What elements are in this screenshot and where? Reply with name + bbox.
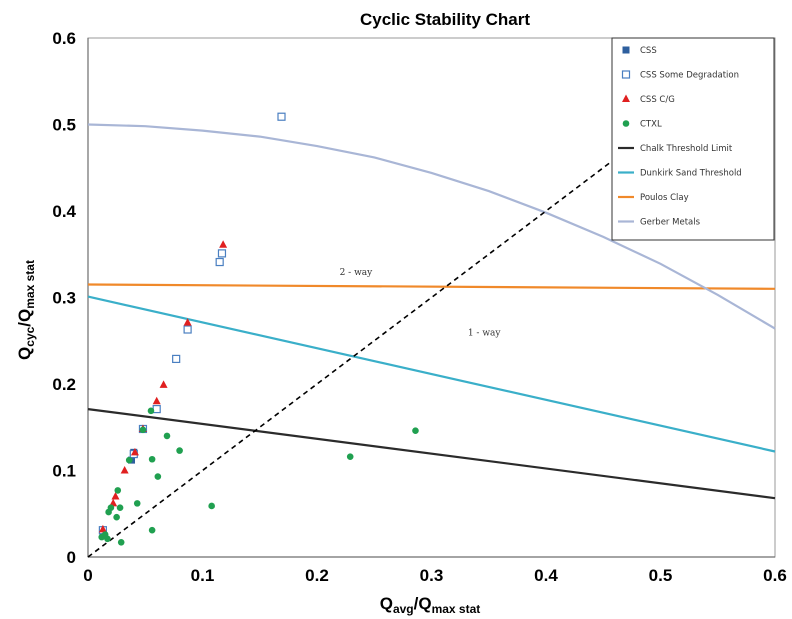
point-ctxl — [163, 432, 171, 440]
y-tick-label: 0.3 — [52, 289, 76, 308]
point-css-c-g — [183, 318, 192, 326]
y-tick-label: 0.5 — [52, 116, 76, 135]
y-axis-label: Qcyc/Qmax stat — [15, 260, 37, 360]
x-axis-label-sub1: avg — [393, 602, 414, 616]
point-ctxl — [133, 500, 141, 507]
legend-label: CSS — [640, 46, 657, 56]
legend-label: CSS Some Degradation — [640, 71, 739, 81]
legend-swatch — [622, 94, 630, 102]
point-css-c-g — [120, 466, 129, 474]
x-tick-label: 0.4 — [534, 566, 558, 585]
legend-item-chalk-threshold-limit: Chalk Threshold Limit — [618, 144, 733, 154]
x-tick-label: 0.2 — [305, 566, 329, 585]
point-ctxl — [412, 427, 419, 435]
legend-item-css: CSS — [622, 46, 657, 56]
x-axis: 0 0.1 0.2 0.3 0.4 0.5 0.6 — [83, 556, 787, 585]
series-css-some-degradation — [98, 112, 286, 535]
x-tick-label: 0.6 — [763, 566, 787, 585]
x-tick-label: 0.5 — [649, 566, 673, 585]
chart-title: Cyclic Stability Chart — [360, 10, 530, 29]
point-css-c-g — [98, 524, 107, 533]
line-dunkirk-sand-threshold — [87, 295, 776, 453]
y-axis-label-sub1: cyc — [23, 326, 37, 346]
legend-item-ctxl: CTXL — [622, 120, 662, 130]
point-ctxl — [176, 447, 183, 454]
legend-item-css-some-degradation: CSS Some Degradation — [621, 70, 739, 81]
legend-label: CSS C/G — [640, 95, 675, 105]
point-ctxl — [346, 453, 354, 460]
line-gerber-metals — [87, 123, 776, 330]
point-css-some-degradation — [215, 257, 224, 267]
point-css-some-degradation — [172, 354, 181, 364]
annotation-2-way: 2 - way — [340, 268, 374, 278]
point-ctxl — [117, 538, 125, 546]
point-css-c-g — [152, 396, 161, 405]
x-axis-label-sub2: max stat — [432, 602, 481, 616]
y-axis: 0 0.1 0.2 0.3 0.4 0.5 0.6 — [52, 29, 89, 567]
legend-item-poulos-clay: Poulos Clay — [618, 193, 689, 203]
point-css-c-g — [130, 447, 139, 456]
legend-item-gerber-metals: Gerber Metals — [618, 218, 701, 228]
point-ctxl — [208, 502, 215, 510]
x-tick-label: 0.1 — [191, 566, 215, 585]
y-tick-label: 0 — [67, 548, 76, 567]
annotation-1-way: 1 - way — [468, 329, 502, 339]
reference-line-group — [87, 161, 612, 558]
legend-swatch — [622, 120, 630, 127]
point-css-some-degradation — [152, 404, 161, 414]
legend-item-css-c-g: CSS C/G — [622, 94, 675, 105]
data-points — [98, 112, 419, 546]
legend-label: Poulos Clay — [640, 193, 689, 203]
point-ctxl — [116, 504, 124, 511]
series-ctxl — [98, 407, 419, 546]
x-axis-label-sep: /Q — [414, 594, 432, 613]
y-axis-label-sep: /Q — [15, 309, 34, 327]
point-css-c-g — [219, 240, 228, 248]
point-ctxl — [113, 513, 120, 521]
legend-box — [611, 37, 775, 241]
legend-label: CTXL — [640, 120, 662, 130]
y-tick-label: 0.6 — [52, 29, 76, 48]
point-ctxl — [104, 535, 111, 543]
point-ctxl — [139, 426, 147, 434]
legend: CSS CSS Some Degradation CSS C/G CTXL Chalk … — [611, 37, 775, 241]
legend-label: Chalk Threshold Limit — [640, 144, 733, 154]
legend-label: Dunkirk Sand Threshold — [640, 169, 742, 179]
diagonal-reference-line — [87, 161, 612, 558]
point-ctxl — [147, 407, 155, 415]
legend-swatch — [621, 70, 631, 79]
point-css-c-g — [159, 380, 168, 388]
x-tick-label: 0.3 — [420, 566, 444, 585]
point-ctxl — [125, 456, 133, 464]
legend-label: Gerber Metals — [640, 218, 701, 228]
point-ctxl — [148, 455, 156, 463]
x-axis-label: Qavg/Qmax stat — [380, 594, 481, 616]
point-css-some-degradation — [277, 112, 286, 121]
line-poulos-clay — [87, 283, 776, 290]
point-ctxl — [107, 504, 115, 511]
y-axis-label-sub2: max stat — [23, 260, 37, 309]
point-ctxl — [154, 473, 162, 480]
legend-item-dunkirk-sand-threshold: Dunkirk Sand Threshold — [618, 169, 742, 179]
point-ctxl — [148, 526, 156, 534]
point-css-some-degradation — [183, 325, 192, 334]
y-tick-label: 0.2 — [52, 375, 76, 394]
line-chalk-threshold-limit — [87, 408, 776, 500]
point-css-some-degradation — [217, 249, 227, 258]
annotations: 2 - way 1 - way — [340, 268, 502, 339]
point-ctxl — [114, 487, 122, 494]
y-axis-label-main: Q — [15, 347, 34, 360]
x-tick-label: 0 — [83, 566, 92, 585]
point-css-c-g — [111, 491, 120, 500]
x-axis-label-main: Q — [380, 594, 393, 613]
y-tick-label: 0.4 — [52, 202, 76, 221]
y-tick-label: 0.1 — [52, 462, 76, 481]
threshold-lines — [87, 123, 776, 500]
legend-swatch — [622, 46, 630, 54]
point-ctxl — [98, 533, 106, 541]
